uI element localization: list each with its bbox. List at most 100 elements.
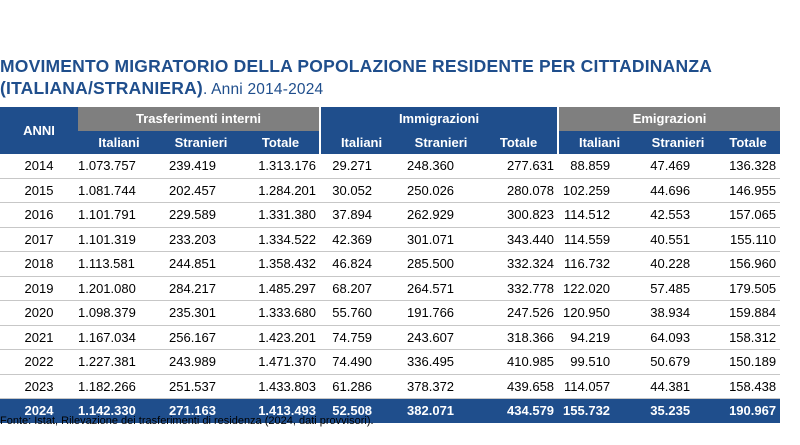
cell-imm-totale: 434.579 — [480, 398, 559, 423]
cell-emi-stranieri: 42.553 — [640, 202, 717, 228]
cell-imm-italiani: 37.894 — [320, 202, 403, 228]
table-row: 2017 1.101.319 233.203 1.334.522 42.369 301.0… — [0, 227, 781, 252]
cell-imm-italiani: 55.760 — [320, 300, 403, 326]
cell-imm-totale: 332.778 — [480, 276, 559, 301]
table-row: 2019 1.201.080 284.217 1.485.297 68.207 264.5… — [0, 276, 781, 301]
subheader-totale: Totale — [480, 130, 559, 154]
cell-emi-stranieri: 64.093 — [640, 325, 717, 350]
header-emigrazioni: Emigrazioni — [557, 107, 781, 131]
cell-emi-totale: 158.312 — [716, 325, 781, 350]
cell-imm-stranieri: 285.500 — [402, 251, 481, 277]
title-years: . Anni 2014-2024 — [202, 81, 324, 98]
cell-emi-italiani: 114.057 — [558, 374, 641, 399]
cell-imm-stranieri: 382.071 — [402, 398, 481, 423]
cell-year: 2019 — [0, 276, 78, 301]
cell-trasf-totale: 1.485.297 — [242, 276, 321, 301]
cell-year: 2017 — [0, 227, 78, 252]
cell-trasf-italiani: 1.113.581 — [78, 251, 160, 277]
cell-emi-totale: 157.065 — [716, 202, 781, 228]
cell-trasf-stranieri: 235.301 — [160, 300, 242, 326]
subheader-italiani: Italiani — [319, 130, 403, 154]
cell-trasf-totale: 1.358.432 — [242, 251, 321, 277]
cell-imm-stranieri: 262.929 — [402, 202, 481, 228]
cell-trasf-stranieri: 202.457 — [160, 178, 242, 203]
cell-trasf-totale: 1.334.522 — [242, 227, 321, 252]
table-row: 2021 1.167.034 256.167 1.423.201 74.759 243.6… — [0, 325, 781, 350]
cell-emi-stranieri: 57.485 — [640, 276, 717, 301]
cell-imm-stranieri: 264.571 — [402, 276, 481, 301]
cell-imm-italiani: 74.490 — [320, 349, 403, 375]
cell-emi-totale: 156.960 — [716, 251, 781, 277]
header-immigrazioni: Immigrazioni — [319, 107, 559, 131]
cell-imm-totale: 343.440 — [480, 227, 559, 252]
cell-emi-italiani: 94.219 — [558, 325, 641, 350]
cell-imm-stranieri: 191.766 — [402, 300, 481, 326]
cell-emi-stranieri: 50.679 — [640, 349, 717, 375]
table-row: 2016 1.101.791 229.589 1.331.380 37.894 262.9… — [0, 202, 781, 228]
cell-trasf-stranieri: 244.851 — [160, 251, 242, 277]
cell-trasf-stranieri: 271.163 — [160, 398, 242, 423]
cell-trasf-stranieri: 243.989 — [160, 349, 242, 375]
cell-emi-italiani: 120.950 — [558, 300, 641, 326]
cell-trasf-totale: 1.413.493 — [242, 398, 321, 423]
subheader-totale: Totale — [242, 130, 321, 154]
cell-imm-italiani: 29.271 — [320, 154, 403, 179]
cell-trasf-totale: 1.423.201 — [242, 325, 321, 350]
cell-emi-totale: 150.189 — [716, 349, 781, 375]
cell-emi-italiani: 88.859 — [558, 154, 641, 179]
cell-year: 2016 — [0, 202, 78, 228]
cell-trasf-stranieri: 233.203 — [160, 227, 242, 252]
cell-imm-stranieri: 250.026 — [402, 178, 481, 203]
cell-emi-totale: 158.438 — [716, 374, 781, 399]
cell-imm-stranieri: 301.071 — [402, 227, 481, 252]
cell-trasf-totale: 1.331.380 — [242, 202, 321, 228]
cell-year: 2022 — [0, 349, 78, 375]
cell-imm-stranieri: 243.607 — [402, 325, 481, 350]
cell-emi-totale: 179.505 — [716, 276, 781, 301]
cell-emi-italiani: 114.559 — [558, 227, 641, 252]
cell-year: 2015 — [0, 178, 78, 203]
cell-emi-stranieri: 44.381 — [640, 374, 717, 399]
cell-imm-totale: 300.823 — [480, 202, 559, 228]
cell-trasf-italiani: 1.073.757 — [78, 154, 160, 179]
cell-imm-stranieri: 378.372 — [402, 374, 481, 399]
cell-trasf-stranieri: 256.167 — [160, 325, 242, 350]
cell-emi-stranieri: 35.235 — [640, 398, 717, 423]
cell-imm-italiani: 30.052 — [320, 178, 403, 203]
cell-year: 2018 — [0, 251, 78, 277]
cell-year: 2020 — [0, 300, 78, 326]
cell-trasf-italiani: 1.182.266 — [78, 374, 160, 399]
header-anni: ANNI — [0, 107, 78, 154]
header-trasferimenti-interni: Trasferimenti interni — [78, 107, 321, 131]
table-row: 2020 1.098.379 235.301 1.333.680 55.760 191.7… — [0, 300, 781, 326]
cell-trasf-stranieri: 284.217 — [160, 276, 242, 301]
cell-emi-totale: 136.328 — [716, 154, 781, 179]
cell-emi-stranieri: 40.551 — [640, 227, 717, 252]
cell-emi-totale: 146.955 — [716, 178, 781, 203]
title-line-1: MOVIMENTO MIGRATORIO DELLA POPOLAZIONE R… — [0, 56, 713, 76]
sub-header-row: Italiani Stranieri Totale Italiani Stran… — [0, 130, 781, 154]
cell-imm-italiani: 74.759 — [320, 325, 403, 350]
cell-emi-italiani: 122.020 — [558, 276, 641, 301]
cell-trasf-italiani: 1.142.330 — [78, 398, 160, 423]
subheader-stranieri: Stranieri — [640, 130, 717, 154]
table-row: 2024 1.142.330 271.163 1.413.493 52.508 382.0… — [0, 398, 781, 423]
cell-imm-stranieri: 248.360 — [402, 154, 481, 179]
cell-emi-stranieri: 40.228 — [640, 251, 717, 277]
cell-imm-italiani: 68.207 — [320, 276, 403, 301]
subheader-totale: Totale — [716, 130, 781, 154]
table-title: MOVIMENTO MIGRATORIO DELLA POPOLAZIONE R… — [0, 55, 800, 101]
table-row: 2023 1.182.266 251.537 1.433.803 61.286 378.3… — [0, 374, 781, 399]
cell-imm-totale: 277.631 — [480, 154, 559, 179]
cell-emi-stranieri: 38.934 — [640, 300, 717, 326]
cell-imm-totale: 439.658 — [480, 374, 559, 399]
title-line-2-bold: (ITALIANA/STRANIERA) — [0, 78, 203, 98]
cell-emi-totale: 155.110 — [716, 227, 781, 252]
cell-imm-totale: 318.366 — [480, 325, 559, 350]
cell-imm-stranieri: 336.495 — [402, 349, 481, 375]
cell-trasf-totale: 1.313.176 — [242, 154, 321, 179]
cell-imm-totale: 280.078 — [480, 178, 559, 203]
cell-trasf-italiani: 1.201.080 — [78, 276, 160, 301]
cell-imm-italiani: 52.508 — [320, 398, 403, 423]
cell-trasf-stranieri: 251.537 — [160, 374, 242, 399]
